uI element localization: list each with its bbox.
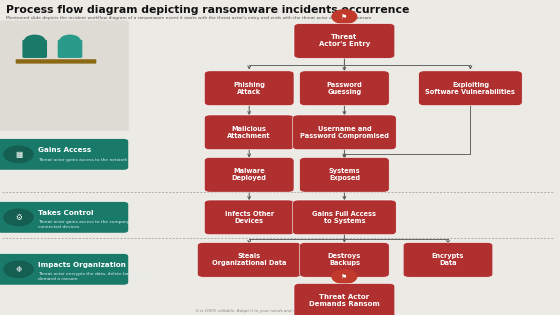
FancyBboxPatch shape xyxy=(300,71,389,106)
FancyBboxPatch shape xyxy=(418,71,522,106)
Text: Threat actor gains access to the company's
connected devices: Threat actor gains access to the company… xyxy=(38,220,133,229)
Text: Gains Access: Gains Access xyxy=(38,147,91,153)
Text: Malicious
Attachment: Malicious Attachment xyxy=(227,126,271,139)
Text: It is 100% editable. Adapt it to your needs and capture your audience's attentio: It is 100% editable. Adapt it to your ne… xyxy=(196,309,364,313)
FancyBboxPatch shape xyxy=(204,200,294,235)
FancyBboxPatch shape xyxy=(300,243,389,277)
FancyBboxPatch shape xyxy=(58,40,82,58)
FancyBboxPatch shape xyxy=(0,139,128,170)
Circle shape xyxy=(332,10,357,24)
Text: ❉: ❉ xyxy=(15,265,22,274)
Text: Infects Other
Devices: Infects Other Devices xyxy=(225,211,274,224)
Text: Username and
Password Compromised: Username and Password Compromised xyxy=(300,126,389,139)
Text: ⚑: ⚑ xyxy=(341,14,348,20)
FancyBboxPatch shape xyxy=(403,243,493,277)
Circle shape xyxy=(4,261,33,278)
Text: Process flow diagram depicting ransomware incidents occurrence: Process flow diagram depicting ransomwar… xyxy=(6,5,409,15)
Text: Threat actor encrypts the data, delete backups and
demand a ransom: Threat actor encrypts the data, delete b… xyxy=(38,272,151,281)
FancyBboxPatch shape xyxy=(16,59,96,64)
Circle shape xyxy=(60,35,80,47)
FancyBboxPatch shape xyxy=(292,200,396,235)
FancyBboxPatch shape xyxy=(204,115,294,150)
FancyBboxPatch shape xyxy=(0,202,128,233)
Text: ⚙: ⚙ xyxy=(15,213,22,222)
FancyBboxPatch shape xyxy=(0,20,129,131)
Text: Takes Control: Takes Control xyxy=(38,210,94,216)
FancyBboxPatch shape xyxy=(0,254,128,285)
Text: Phishing
Attack: Phishing Attack xyxy=(234,82,265,95)
FancyBboxPatch shape xyxy=(292,115,396,150)
Circle shape xyxy=(332,270,357,284)
Text: Exploiting
Software Vulnerabilities: Exploiting Software Vulnerabilities xyxy=(426,82,515,95)
Circle shape xyxy=(25,35,45,47)
Circle shape xyxy=(4,146,33,163)
Text: ⚑: ⚑ xyxy=(341,273,348,280)
Text: Systems
Exposed: Systems Exposed xyxy=(329,168,360,181)
FancyBboxPatch shape xyxy=(294,24,395,58)
Text: Destroys
Backups: Destroys Backups xyxy=(328,253,361,266)
Text: Threat Actor
Demands Ransom: Threat Actor Demands Ransom xyxy=(309,294,380,307)
Text: Threat
Actor's Entry: Threat Actor's Entry xyxy=(319,34,370,48)
FancyBboxPatch shape xyxy=(197,243,301,277)
Text: Encrypts
Data: Encrypts Data xyxy=(432,253,464,266)
Text: Threat actor gains access to the network: Threat actor gains access to the network xyxy=(38,158,127,162)
FancyBboxPatch shape xyxy=(300,158,389,192)
FancyBboxPatch shape xyxy=(294,284,395,315)
FancyBboxPatch shape xyxy=(22,40,47,58)
Text: Impacts Organization: Impacts Organization xyxy=(38,262,126,268)
Circle shape xyxy=(4,209,33,226)
Text: ▦: ▦ xyxy=(15,150,22,159)
Text: Malware
Deployed: Malware Deployed xyxy=(232,168,267,181)
Text: Gains Full Access
to Systems: Gains Full Access to Systems xyxy=(312,211,376,224)
Text: Mentioned slide depicts the incident workflow diagram of a ransomware event it s: Mentioned slide depicts the incident wor… xyxy=(6,16,371,20)
Text: Password
Guessing: Password Guessing xyxy=(326,82,362,95)
Text: Steals
Organizational Data: Steals Organizational Data xyxy=(212,253,287,266)
FancyBboxPatch shape xyxy=(204,158,294,192)
FancyBboxPatch shape xyxy=(204,71,294,106)
